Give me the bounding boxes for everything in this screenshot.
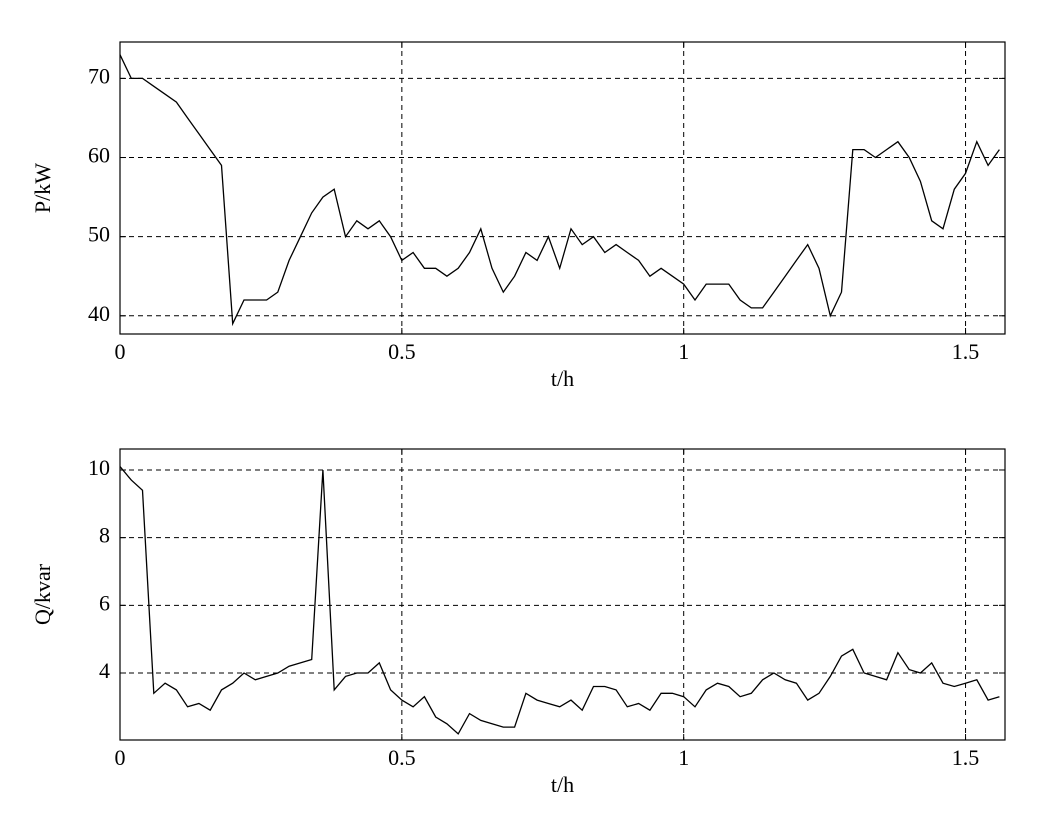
x-tick-label: 1.5 <box>952 745 980 770</box>
y-tick-label: 60 <box>88 143 110 168</box>
x-tick-label: 0 <box>115 745 126 770</box>
y-axis-label: P/kW <box>30 163 55 213</box>
y-tick-label: 50 <box>88 222 110 247</box>
y-tick-label: 6 <box>99 590 110 615</box>
y-tick-label: 4 <box>99 658 110 683</box>
data-line <box>119 54 1000 327</box>
y-axis-label: Q/kvar <box>30 563 55 625</box>
y-tick-label: 10 <box>88 455 110 480</box>
plot-frame <box>119 448 1006 741</box>
x-axis-label: t/h <box>551 366 574 391</box>
y-tick-label: 8 <box>99 523 110 548</box>
x-tick-label: 1 <box>678 745 689 770</box>
x-tick-label: 1 <box>678 339 689 364</box>
data-line <box>119 466 1000 735</box>
x-axis-label: t/h <box>551 772 574 797</box>
y-tick-label: 40 <box>88 301 110 326</box>
x-tick-label: 0 <box>115 339 126 364</box>
y-tick-label: 70 <box>88 63 110 88</box>
plot-frame <box>119 41 1006 335</box>
x-tick-label: 1.5 <box>952 339 980 364</box>
x-tick-label: 0.5 <box>388 339 416 364</box>
x-tick-label: 0.5 <box>388 745 416 770</box>
